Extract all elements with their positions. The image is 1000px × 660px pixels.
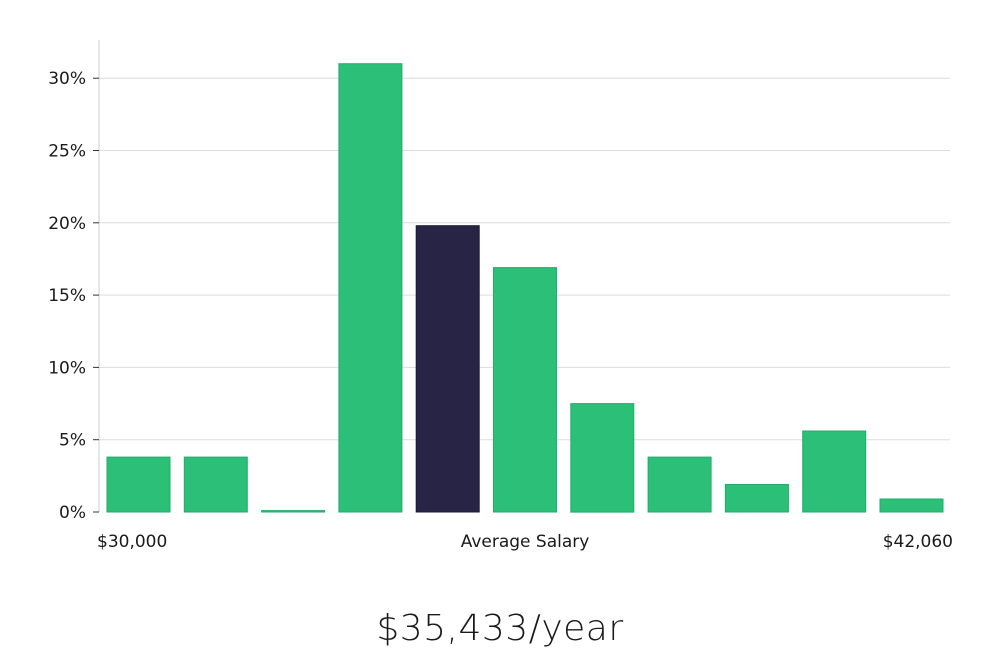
bar bbox=[493, 267, 557, 513]
y-tick-label: 25% bbox=[48, 142, 86, 162]
bar bbox=[724, 484, 789, 513]
x-axis-label: Average Salary bbox=[461, 532, 590, 552]
bar bbox=[570, 403, 635, 513]
bar-highlighted bbox=[415, 225, 480, 513]
y-tick-label: 15% bbox=[48, 286, 86, 306]
salary-histogram: 0% 5% 10% 15% 20% 25% 30% $30,000 Average Sala… bbox=[48, 40, 953, 552]
bar bbox=[183, 456, 248, 513]
average-salary: $35,433/year bbox=[376, 608, 624, 649]
bar bbox=[802, 430, 867, 513]
y-tick-label: 20% bbox=[48, 214, 86, 234]
y-axis-ticks: 0% 5% 10% 15% 20% 25% 30% bbox=[48, 69, 99, 523]
bar bbox=[261, 510, 326, 513]
y-tick-label: 10% bbox=[48, 358, 86, 378]
y-tick-label: 0% bbox=[59, 503, 86, 523]
x-start-label: $30,000 bbox=[97, 532, 167, 552]
bar bbox=[647, 456, 712, 513]
y-tick-label: 5% bbox=[59, 431, 86, 451]
bars bbox=[106, 63, 944, 513]
bar bbox=[106, 456, 171, 513]
bar bbox=[338, 63, 403, 513]
x-end-label: $42,060 bbox=[883, 532, 953, 552]
y-tick-label: 30% bbox=[48, 69, 86, 89]
bar bbox=[879, 498, 944, 513]
